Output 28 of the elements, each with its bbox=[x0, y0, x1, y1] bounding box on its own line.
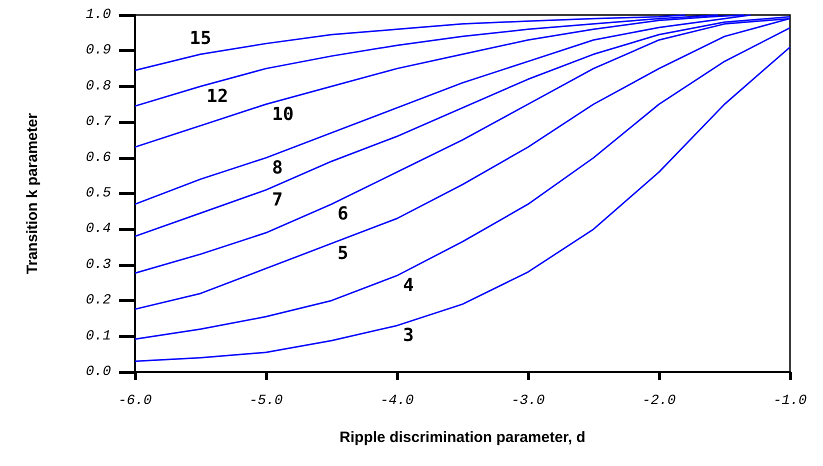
series-label: 4 bbox=[403, 275, 414, 296]
x-tick-label: -4.0 bbox=[380, 393, 414, 409]
y-tick-label: 0.5 bbox=[86, 186, 112, 202]
y-tick-label: 0.7 bbox=[86, 114, 112, 130]
x-tick-label: -1.0 bbox=[773, 393, 807, 409]
series-label: 10 bbox=[272, 104, 294, 125]
y-tick-label: 1.0 bbox=[86, 7, 111, 23]
y-axis-title: Transition k parameter bbox=[24, 112, 41, 274]
x-tick-label: -5.0 bbox=[249, 393, 283, 409]
y-tick-label: 0.3 bbox=[86, 256, 111, 273]
series-label: 3 bbox=[403, 325, 414, 346]
x-tick-label: -3.0 bbox=[511, 393, 545, 409]
series-label: 6 bbox=[338, 204, 348, 225]
y-tick-label: 0.6 bbox=[86, 150, 111, 166]
y-tick-label: 0.2 bbox=[86, 292, 111, 309]
y-tick-label: 0.1 bbox=[86, 328, 111, 344]
x-tick-label: -2.0 bbox=[642, 393, 676, 409]
series-label: 15 bbox=[190, 28, 212, 49]
x-axis-title: Ripple discrimination parameter, d bbox=[340, 429, 586, 446]
series-label: 5 bbox=[338, 242, 348, 264]
y-tick-label: 0.4 bbox=[86, 221, 111, 238]
series-label: 12 bbox=[206, 86, 228, 107]
series-label: 7 bbox=[272, 189, 283, 210]
y-tick-label: 0.0 bbox=[86, 364, 111, 380]
series-label: 8 bbox=[272, 157, 283, 178]
y-tick-label: 0.9 bbox=[86, 42, 111, 59]
y-tick-label: 0.8 bbox=[86, 78, 111, 94]
x-tick-label: -6.0 bbox=[118, 393, 152, 409]
